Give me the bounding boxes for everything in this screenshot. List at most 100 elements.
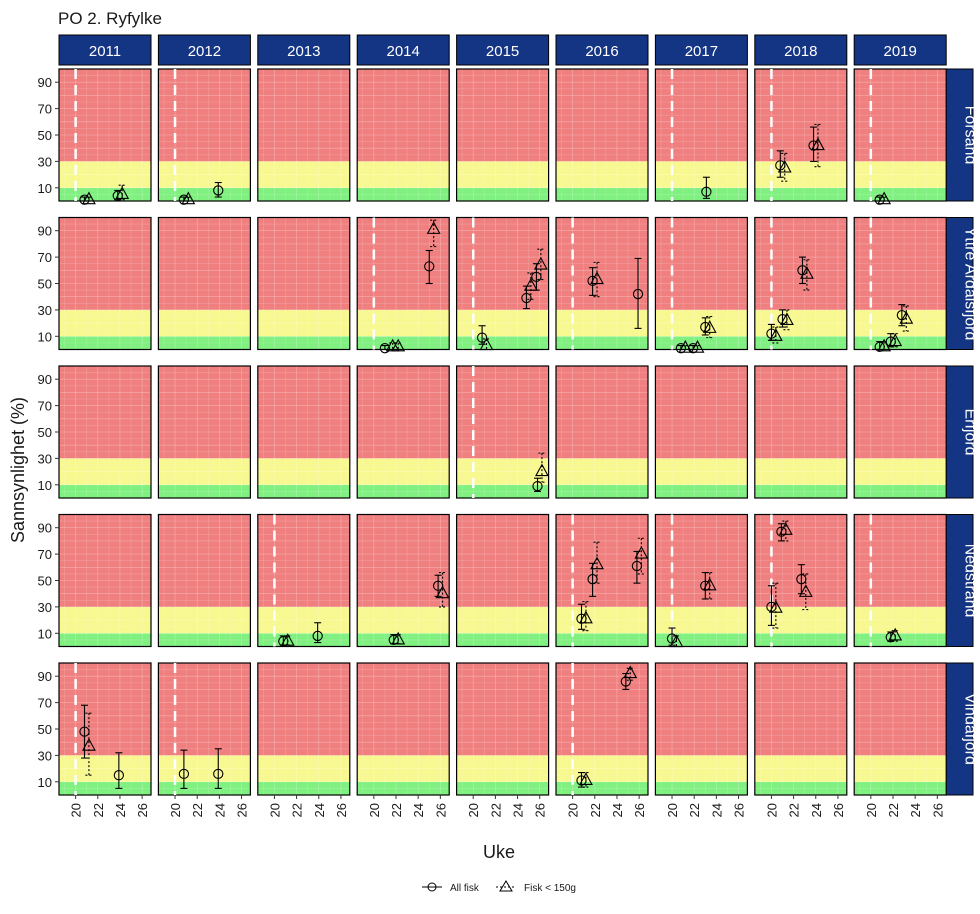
risk-band-1 xyxy=(556,606,648,634)
panel-border xyxy=(754,513,848,648)
x-tick-label: 26 xyxy=(930,803,945,817)
panel-border xyxy=(654,216,749,351)
point-fisk-under-150g xyxy=(888,627,903,642)
panel-border xyxy=(356,365,450,499)
panel-nedstrand-2019 xyxy=(853,513,947,648)
year-strip-bg xyxy=(257,34,351,66)
risk-band-0 xyxy=(158,336,251,350)
panel-vindafjord-2016 xyxy=(555,662,649,796)
location-strip-bg xyxy=(945,662,974,796)
y-tick-label: 10 xyxy=(38,775,52,790)
point-fisk-under-150g xyxy=(888,333,903,348)
circle-marker xyxy=(701,186,712,197)
triangle-marker xyxy=(702,320,717,333)
panel-border xyxy=(853,68,947,202)
year-strip-label: 2012 xyxy=(188,43,221,60)
panel-nedstrand-2015 xyxy=(456,513,550,648)
triangle-marker xyxy=(888,333,903,347)
panel-vindafjord-2017 xyxy=(654,662,749,796)
risk-band-0 xyxy=(754,187,847,201)
x-tick-label: 22 xyxy=(588,803,603,817)
point-all-fisk xyxy=(701,176,712,199)
panel-border xyxy=(356,662,450,796)
x-tick-label: 22 xyxy=(190,803,205,817)
risk-band-1 xyxy=(754,309,847,337)
risk-band-1 xyxy=(59,606,151,634)
risk-band-0 xyxy=(754,633,847,647)
x-tick-label: 26 xyxy=(235,803,250,817)
risk-band-2 xyxy=(854,69,947,162)
legend-circle-icon xyxy=(427,882,437,892)
risk-band-1 xyxy=(257,755,350,782)
circle-marker xyxy=(113,770,125,781)
year-strip-bg xyxy=(456,34,550,66)
location-strip-bg xyxy=(945,217,974,350)
year-strip-2019: 2019 xyxy=(853,34,947,66)
risk-band-2 xyxy=(456,663,549,756)
location-strip-label: Nedstrand xyxy=(962,544,979,618)
risk-band-2 xyxy=(854,366,947,459)
year-strip-label: 2016 xyxy=(585,43,618,60)
risk-band-1 xyxy=(556,755,648,782)
year-strip-label: 2011 xyxy=(89,43,121,60)
y-tick-label: 70 xyxy=(38,696,52,711)
panel-border xyxy=(356,513,450,648)
point-fisk-under-150g xyxy=(777,152,792,182)
x-tick-label: 22 xyxy=(290,803,305,817)
risk-band-2 xyxy=(754,663,847,756)
panel-border xyxy=(157,365,251,499)
risk-band-0 xyxy=(655,336,748,350)
risk-band-2 xyxy=(754,514,847,607)
panel-nedstrand-2013 xyxy=(257,513,351,648)
panel-border xyxy=(555,513,649,648)
risk-band-2 xyxy=(854,663,947,756)
risk-band-2 xyxy=(59,514,151,607)
risk-band-0 xyxy=(655,633,748,647)
triangle-marker xyxy=(877,191,892,205)
point-all-fisk xyxy=(213,181,224,198)
panel-erfjord-2017 xyxy=(654,365,749,499)
risk-band-0 xyxy=(655,484,748,498)
panel-border xyxy=(456,513,550,648)
point-all-fisk xyxy=(797,256,808,285)
panel-border xyxy=(654,513,749,648)
risk-band-0 xyxy=(456,633,549,647)
triangle-marker xyxy=(590,556,604,570)
x-tick-label: 22 xyxy=(91,803,106,817)
risk-band-1 xyxy=(59,755,151,782)
risk-band-0 xyxy=(357,187,450,201)
year-strip-bg xyxy=(853,34,947,66)
legend-label-fisk-under-150g: Fisk < 150g xyxy=(524,883,576,894)
risk-band-2 xyxy=(59,69,151,162)
risk-band-1 xyxy=(754,458,847,485)
triangle-marker xyxy=(533,256,548,270)
panel-border xyxy=(853,216,947,351)
risk-band-1 xyxy=(456,755,549,782)
point-all-fisk xyxy=(532,477,543,492)
x-tick-label: 20 xyxy=(267,803,282,817)
triangle-marker xyxy=(798,584,813,597)
risk-band-2 xyxy=(754,217,847,310)
x-tick-label: 26 xyxy=(831,803,846,817)
risk-band-1 xyxy=(754,755,847,782)
risk-band-2 xyxy=(854,217,947,310)
panel-erfjord-2013 xyxy=(257,365,351,499)
panel-border xyxy=(853,662,947,796)
risk-band-1 xyxy=(357,606,450,634)
point-fisk-under-150g xyxy=(799,259,814,291)
risk-band-2 xyxy=(158,69,251,162)
risk-band-1 xyxy=(357,309,450,337)
point-fisk-under-150g xyxy=(778,520,793,542)
point-fisk-under-150g xyxy=(877,191,892,205)
risk-band-1 xyxy=(158,161,251,188)
y-tick-label: 50 xyxy=(38,425,52,440)
panel-forsand-2018 xyxy=(754,68,848,202)
x-tick-label: 26 xyxy=(732,803,747,817)
risk-band-1 xyxy=(59,458,151,485)
year-strip-label: 2014 xyxy=(387,43,420,60)
year-strip-bg xyxy=(555,34,649,66)
risk-band-0 xyxy=(456,336,549,350)
panel-vindafjord-2013 xyxy=(257,662,351,796)
panel-border xyxy=(555,365,649,499)
risk-band-0 xyxy=(754,336,847,350)
